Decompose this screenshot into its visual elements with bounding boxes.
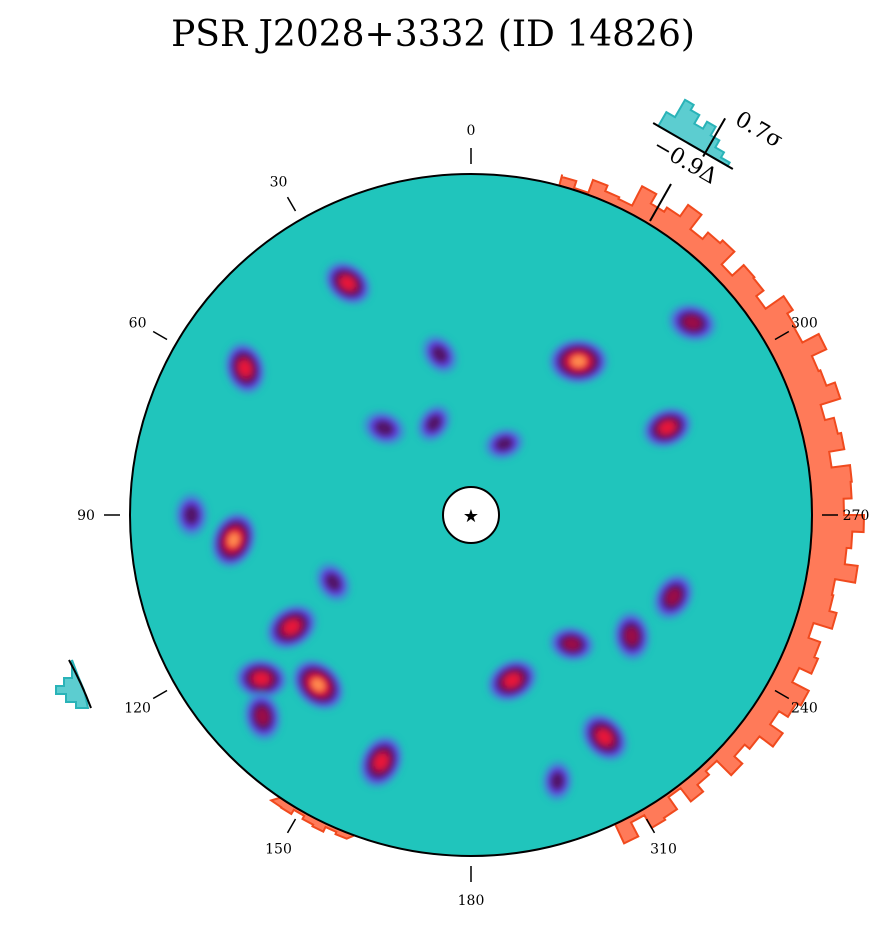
angle-tick-mark <box>645 818 656 834</box>
hotspot <box>224 342 266 395</box>
hotspot <box>667 303 717 342</box>
inset-panel: 0.7σ −0.9Δ <box>649 98 787 190</box>
hotspot <box>642 407 693 449</box>
hotspot <box>548 338 609 385</box>
inset-histogram-bars <box>656 98 732 168</box>
sigma-histogram-inset: 0.7σ −0.9Δ <box>649 98 787 222</box>
left-histogram-fragment <box>55 659 92 709</box>
angle-tick-label: 180 <box>458 893 485 909</box>
hotspot <box>243 691 282 741</box>
angle-tick-mark <box>774 330 790 341</box>
angle-tick-mark <box>774 689 790 700</box>
hotspot <box>484 427 525 460</box>
star-icon: ★ <box>463 506 479 527</box>
angle-tick-mark <box>286 196 297 212</box>
hotspot <box>210 512 257 568</box>
center-exclusion: ★ <box>442 486 500 544</box>
chart-title: PSR J2028+3332 (ID 14826) <box>171 14 695 55</box>
angle-tick-label: 240 <box>791 701 818 717</box>
hotspot <box>315 562 351 603</box>
hotspot <box>174 492 209 538</box>
inset-pointer-line <box>649 183 672 222</box>
center-circle <box>442 486 500 544</box>
angle-tick-label: 300 <box>791 316 818 332</box>
hotspot-layer <box>174 261 717 802</box>
angle-tick-label: 310 <box>650 841 677 857</box>
angle-tick-label: 150 <box>265 841 292 857</box>
angle-tick-label: 270 <box>843 508 870 524</box>
hotspot <box>291 659 345 711</box>
angle-tick-label: 60 <box>129 316 147 332</box>
hotspot <box>548 626 595 662</box>
hotspot <box>580 713 629 762</box>
angle-ticks: 0 30 60 90 120 150 180 310 240 270 300 <box>77 123 869 909</box>
hotspot <box>324 261 372 306</box>
inset-baseline <box>652 122 734 170</box>
hotspot <box>362 410 406 446</box>
hotspot <box>541 760 573 802</box>
disc-outline <box>129 173 813 857</box>
hotspot <box>421 334 459 374</box>
angle-tick-label: 90 <box>77 508 95 524</box>
angle-tick-mark <box>152 689 168 700</box>
angle-tick-label: 0 <box>467 123 476 139</box>
hotspot <box>358 735 404 788</box>
hotspot <box>652 573 694 621</box>
angle-tick-label: 30 <box>270 175 288 191</box>
hotspot <box>612 611 651 661</box>
angle-tick-label: 120 <box>124 701 151 717</box>
left-histogram-axis <box>68 659 92 709</box>
hotspot <box>234 658 288 699</box>
angle-tick-mark <box>286 818 297 834</box>
sigma-label: 0.7σ <box>731 107 787 154</box>
hotspot <box>266 604 318 650</box>
hotspot <box>486 658 538 703</box>
inset-marker-line <box>702 117 726 157</box>
angle-tick-mark <box>152 330 168 341</box>
hotspot <box>416 404 452 443</box>
